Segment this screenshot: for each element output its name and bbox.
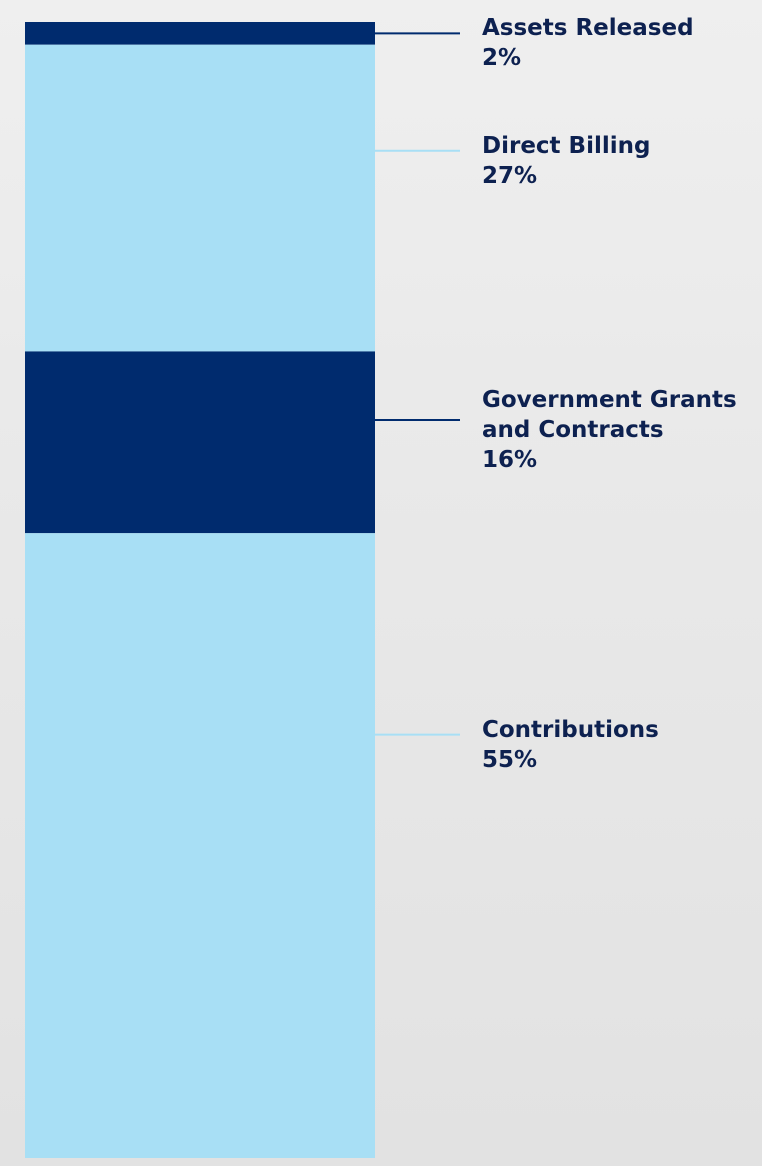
label: Contributions 55%	[482, 715, 762, 775]
series-name: Assets Released	[482, 15, 694, 42]
series-name: Direct Billing	[482, 132, 651, 159]
value-label: 55%	[482, 746, 538, 773]
value-label: 16%	[482, 446, 538, 473]
series-name: Government Grants and Contracts	[482, 386, 737, 443]
series-name: Contributions	[482, 716, 659, 743]
bar-segment	[25, 44, 375, 352]
label: Government Grants and Contracts 16%	[482, 385, 762, 475]
bar-segment	[25, 351, 375, 534]
label: Direct Billing 27%	[482, 131, 762, 191]
bar-segment	[25, 22, 375, 45]
bar-segment	[25, 533, 375, 1158]
value-label: 27%	[482, 162, 538, 189]
value-label: 2%	[482, 45, 522, 72]
label: Assets Released 2%	[482, 13, 762, 73]
